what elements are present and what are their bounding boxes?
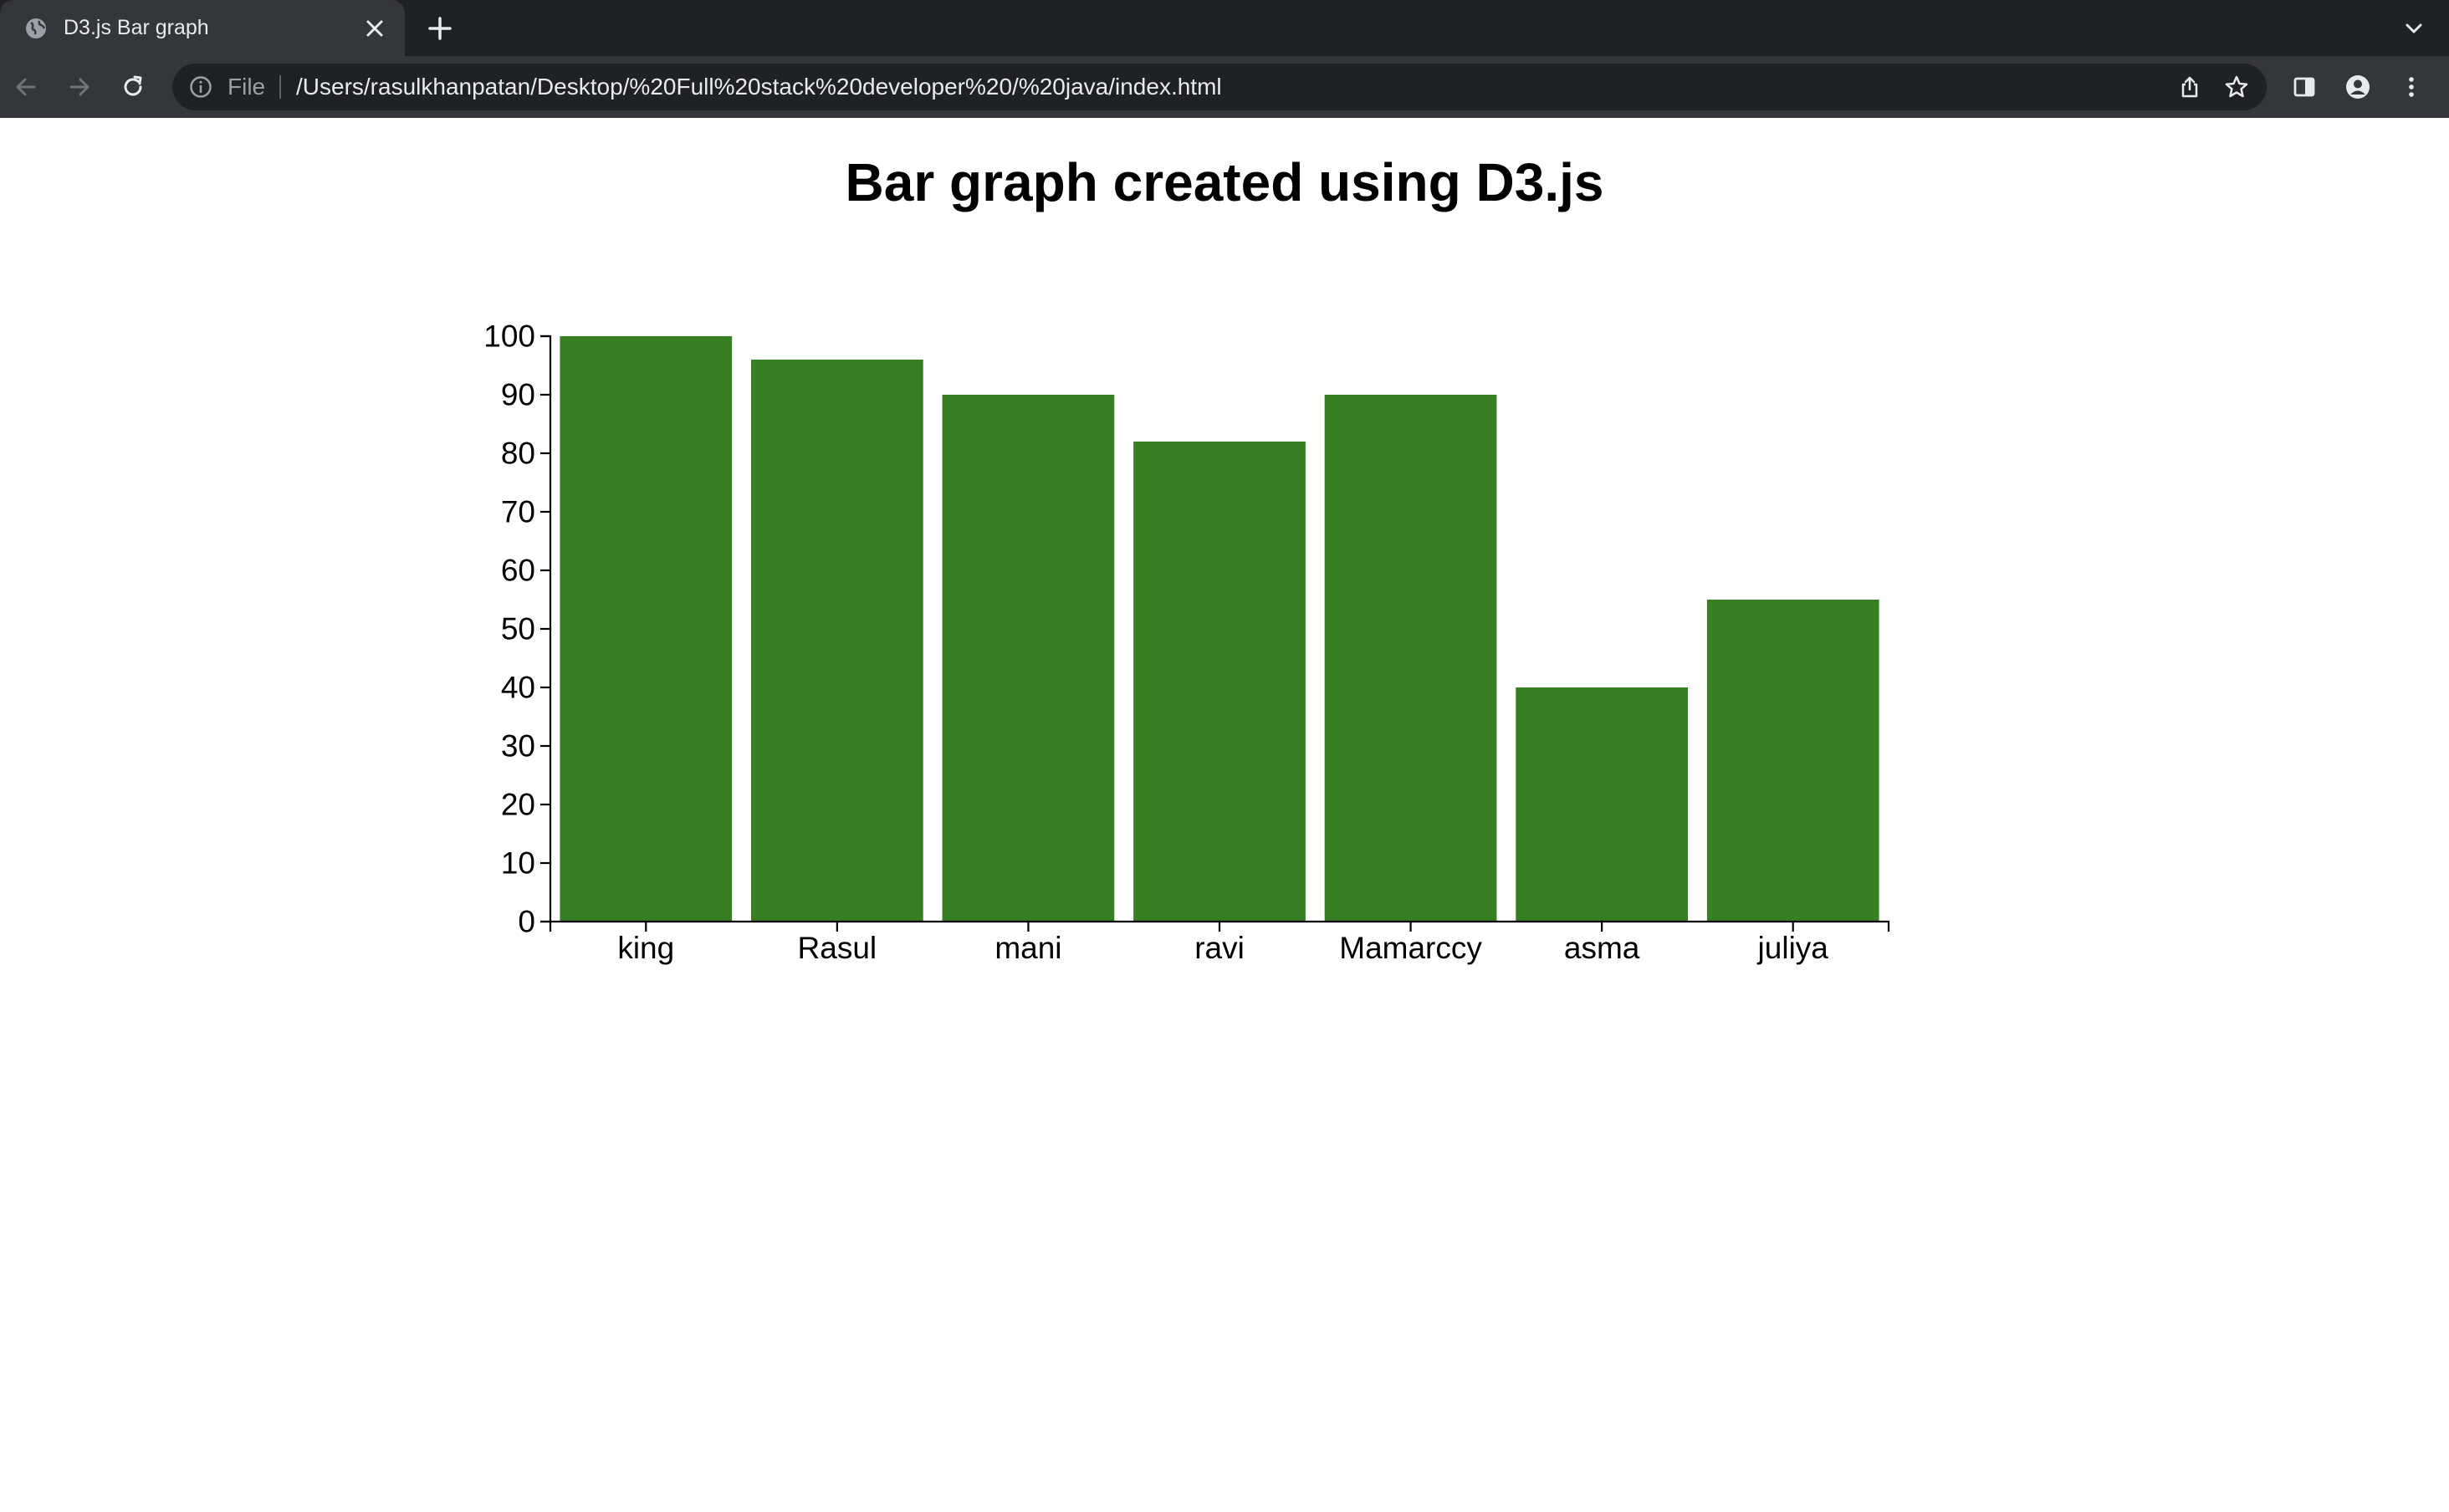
- bar-asma: [1516, 687, 1688, 922]
- tab-strip: D3.js Bar graph: [0, 0, 2449, 56]
- plus-icon[interactable]: [423, 12, 457, 45]
- y-tick-label: 20: [501, 788, 535, 822]
- back-arrow-icon[interactable]: [8, 69, 43, 105]
- chevron-down-icon[interactable]: [2397, 12, 2431, 45]
- y-tick-label: 100: [483, 319, 535, 354]
- y-tick-label: 80: [501, 437, 535, 471]
- address-divider: [279, 75, 281, 99]
- kebab-menu-icon[interactable]: [2394, 69, 2429, 105]
- browser-toolbar: File /Users/rasulkhanpatan/Desktop/%20Fu…: [0, 56, 2449, 118]
- y-tick-label: 60: [501, 554, 535, 588]
- y-tick-label: 90: [501, 378, 535, 412]
- x-tick-label: mani: [994, 931, 1061, 965]
- x-tick-label: king: [617, 931, 674, 965]
- x-tick-label: asma: [1564, 931, 1640, 965]
- tab-title: D3.js Bar graph: [64, 16, 209, 39]
- page-title: Bar graph created using D3.js: [845, 152, 1604, 212]
- y-tick-label: 70: [501, 495, 535, 529]
- reload-icon[interactable]: [115, 69, 151, 105]
- y-tick-label: 10: [501, 846, 535, 881]
- star-icon[interactable]: [2221, 72, 2252, 102]
- bar-juliya: [1706, 600, 1879, 922]
- address-scheme: File: [228, 74, 266, 100]
- y-tick-label: 0: [518, 905, 535, 939]
- y-tick-label: 40: [501, 671, 535, 705]
- side-panel-icon[interactable]: [2287, 69, 2322, 105]
- forward-arrow-icon[interactable]: [62, 69, 97, 105]
- x-tick-label: Mamarccy: [1339, 931, 1482, 965]
- x-tick-label: juliya: [1757, 931, 1829, 965]
- tab-active[interactable]: D3.js Bar graph: [0, 0, 405, 56]
- page-content: Bar graph created using D3.js 0 10 20 30 40 5…: [0, 118, 2449, 1512]
- bar-mani: [942, 395, 1115, 922]
- bar-mamarccy: [1324, 395, 1497, 922]
- bar-rasul: [751, 360, 923, 922]
- bar-chart: 0 10 20 30 40 50 60 70 80 90 100 king Rasul mani ravi M…: [483, 319, 1890, 965]
- x-tick-label: Rasul: [798, 931, 877, 965]
- close-icon[interactable]: [360, 13, 390, 43]
- address-bar[interactable]: File /Users/rasulkhanpatan/Desktop/%20Fu…: [172, 64, 2267, 110]
- bar-king: [560, 336, 733, 922]
- bar-ravi: [1133, 442, 1306, 922]
- info-icon[interactable]: [187, 74, 214, 100]
- share-icon[interactable]: [2175, 72, 2205, 102]
- y-tick-label: 30: [501, 729, 535, 764]
- y-tick-label: 50: [501, 612, 535, 646]
- x-tick-label: ravi: [1194, 931, 1245, 965]
- address-url[interactable]: /Users/rasulkhanpatan/Desktop/%20Full%20…: [296, 74, 1222, 100]
- profile-icon[interactable]: [2340, 69, 2375, 105]
- globe-icon: [23, 16, 49, 41]
